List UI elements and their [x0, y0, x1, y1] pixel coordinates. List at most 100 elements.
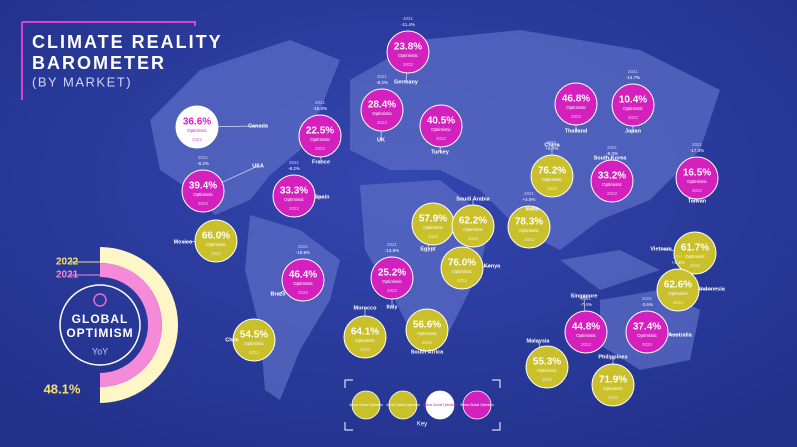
market-bubble: [360, 88, 404, 132]
market-prev-year: 2021: [315, 100, 326, 105]
market-change: -15.0%: [313, 106, 327, 111]
market-change: -9.2%: [197, 161, 209, 166]
market-caption: Optimistic: [542, 177, 563, 182]
market-value: 76.2%: [538, 166, 566, 177]
market-change: -8.2%: [288, 166, 300, 171]
market-caption: Optimistic: [519, 228, 540, 233]
gauge-value: 48.1%: [44, 381, 81, 396]
market-caption: Optimistic: [284, 197, 305, 202]
market-name: USA: [252, 163, 264, 169]
market-name: Egypt: [420, 246, 435, 252]
key-label: Above Global Optimism: [349, 403, 383, 407]
market-bubble: [175, 105, 219, 149]
market-change: +6.7%: [546, 146, 559, 151]
key-title: Key: [417, 422, 427, 428]
market-value: 39.4%: [189, 181, 217, 192]
market-caption: Optimistic: [382, 279, 403, 284]
market-caption: Optimistic: [417, 331, 438, 336]
market-name: Philippines: [598, 354, 627, 360]
market-value: 46.8%: [562, 94, 590, 105]
market-caption: Optimistic: [452, 269, 473, 274]
market-caption: Optimistic: [668, 291, 689, 296]
market-name: South Korea: [594, 155, 628, 161]
market-year: 2022: [524, 237, 535, 242]
title-frame: [21, 21, 196, 100]
key-label: Above Global Optimism: [386, 403, 420, 407]
market-bubble: [405, 308, 449, 352]
market-caption: Optimistic: [206, 242, 227, 247]
market-bubble: [181, 169, 225, 213]
market-caption: Optimistic: [293, 281, 314, 286]
gauge-year: 2022: [56, 257, 79, 268]
market-caption: Optimistic: [623, 106, 644, 111]
market-year: 2022: [690, 263, 701, 268]
market-bubble: [554, 82, 598, 126]
key-label: Below Global Optimism: [460, 403, 493, 407]
market-year: 2022: [607, 191, 618, 196]
market-caption: Optimistic: [355, 338, 376, 343]
market-year: 2022: [547, 186, 558, 191]
subtitle: (BY MARKET): [32, 74, 132, 89]
market-value: 37.4%: [633, 322, 661, 333]
market-value: 56.6%: [413, 320, 441, 331]
global-gauge: 2022 2021 GLOBAL OPTIMISM YoY 48.1% 46%: [44, 247, 178, 403]
market-year: 2022: [581, 342, 592, 347]
market-value: 46.4%: [289, 270, 317, 281]
market-name: Australia: [668, 332, 692, 338]
market-value: 76.0%: [448, 258, 476, 269]
market-change: -15.6%: [296, 250, 310, 255]
market-value: 66.0%: [202, 231, 230, 242]
market-prev-year: 2021: [377, 74, 388, 79]
market-prev-year: 2021: [692, 142, 703, 147]
market-name: Thailand: [565, 128, 588, 134]
key-swatch: [388, 390, 418, 420]
market-prev-year: 2021: [642, 296, 653, 301]
market-caption: Optimistic: [193, 192, 214, 197]
market-value: 62.2%: [459, 216, 487, 227]
key-items: Above Global Optimism Above Global Optimi…: [349, 390, 494, 420]
market-prev-year: 2021: [524, 191, 535, 196]
market-bubble: [343, 315, 387, 359]
market-bubble: [281, 258, 325, 302]
market-prev-year: 2021: [298, 244, 309, 249]
market-value: 44.8%: [572, 322, 600, 333]
market-prev-year: 2021: [403, 16, 414, 21]
market-change: -13.8%: [385, 248, 399, 253]
market-year: 2022: [360, 347, 371, 352]
market-name: Mexico: [174, 239, 193, 245]
market-value: 22.5%: [306, 126, 334, 137]
key-swatch: [351, 390, 381, 420]
market-name: France: [312, 159, 330, 165]
market-year: 2022: [192, 137, 203, 142]
gauge-title: GLOBAL: [72, 312, 129, 326]
market-value: 33.2%: [598, 171, 626, 182]
market-name: UK: [377, 137, 385, 143]
market-name: Japan: [625, 128, 642, 134]
market-caption: Optimistic: [187, 128, 208, 133]
market-name: Italy: [386, 304, 398, 310]
market-year: 2022: [249, 350, 260, 355]
market-value: 64.1%: [351, 327, 379, 338]
market-name: South Africa: [411, 349, 444, 355]
market-bubble: [298, 114, 342, 158]
gauge-ring: [59, 284, 141, 366]
market-name: Brazil: [271, 291, 286, 297]
key-swatch: [462, 390, 492, 420]
market-bubble: [440, 246, 484, 290]
market-bubble: [675, 156, 719, 200]
market-bubble: [232, 318, 276, 362]
market-value: 36.6%: [183, 117, 211, 128]
market-value: 33.3%: [280, 186, 308, 197]
market-year: 2022: [436, 136, 447, 141]
market-name: Spain: [315, 194, 331, 200]
globe-icon: [93, 293, 107, 307]
market-year: 2022: [428, 234, 439, 239]
market-year: 2022: [457, 278, 468, 283]
gauge-2021: [99, 263, 162, 387]
market-year: 2022: [608, 395, 619, 400]
market-year: 2022: [571, 114, 582, 119]
market-name: Canada: [248, 123, 269, 129]
key: Key Above Global Optimism Above Global Op…: [344, 379, 501, 431]
market-year: 2022: [673, 300, 684, 305]
market-year: 2022: [211, 251, 222, 256]
